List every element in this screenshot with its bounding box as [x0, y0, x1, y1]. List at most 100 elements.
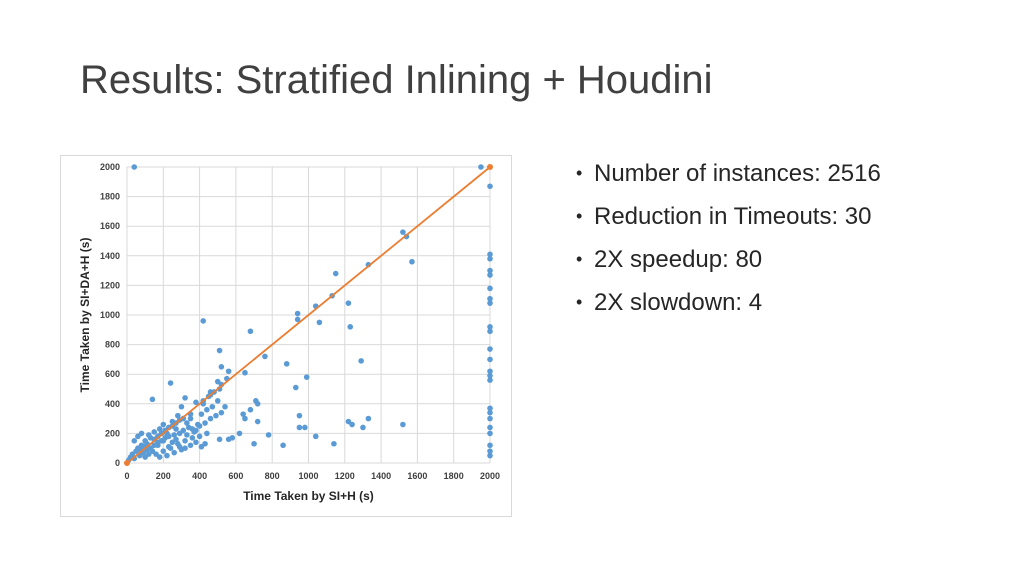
data-point: [316, 319, 323, 326]
results-bullet-list: • Number of instances: 2516 • Reduction in…: [576, 152, 881, 324]
data-point: [149, 396, 156, 403]
data-point: [167, 380, 174, 386]
data-point: [296, 412, 303, 419]
data-point: [196, 433, 203, 440]
x-tick-label: 400: [192, 471, 207, 481]
data-point: [251, 440, 257, 447]
data-point: [189, 435, 196, 441]
data-point: [142, 454, 148, 460]
data-point: [487, 409, 493, 416]
data-point: [487, 430, 493, 437]
data-point: [262, 353, 268, 360]
data-point: [175, 412, 181, 419]
data-point: [283, 361, 290, 367]
data-point: [202, 420, 208, 426]
data-point: [358, 358, 364, 364]
y-tick-label: 1800: [100, 192, 120, 202]
bullet-dot-icon: •: [576, 249, 583, 269]
scatter-chart: 0 200 400 600 800 1000 1200 1400 1600 1800 2000 0 20…: [60, 155, 512, 517]
data-point: [302, 424, 308, 431]
diagonal-line: [126, 166, 491, 464]
data-point: [180, 427, 187, 434]
data-point: [171, 432, 177, 438]
data-point: [193, 439, 199, 446]
data-point: [487, 356, 493, 363]
data-point: [487, 324, 493, 330]
data-point: [487, 300, 493, 306]
data-point: [409, 258, 415, 265]
data-point: [218, 409, 225, 416]
data-point: [487, 285, 493, 292]
data-point: [400, 229, 406, 235]
data-point: [349, 421, 355, 428]
data-point: [254, 418, 261, 425]
data-point: [478, 164, 484, 170]
data-point: [214, 398, 221, 404]
data-point: [155, 442, 161, 449]
bullet-item: • Number of instances: 2516: [576, 152, 881, 195]
data-point: [173, 436, 179, 443]
x-tick-label: 200: [156, 471, 171, 481]
data-point: [242, 415, 248, 422]
y-tick-label: 1600: [100, 221, 120, 231]
bullet-text: Reduction in Timeouts: 30: [594, 203, 872, 230]
data-point: [265, 432, 272, 438]
y-tick-label: 200: [105, 428, 120, 438]
data-point: [222, 403, 228, 410]
data-point: [182, 445, 188, 452]
data-point: [207, 415, 214, 422]
data-point: [216, 347, 223, 354]
data-point: [218, 364, 225, 370]
data-point: [236, 430, 243, 437]
y-tick-label: 1200: [100, 280, 120, 290]
data-point: [487, 295, 493, 302]
data-point: [487, 452, 493, 459]
y-tick-label: 0: [115, 458, 120, 468]
data-point: [225, 368, 232, 375]
data-point: [156, 454, 163, 460]
data-point: [182, 438, 188, 444]
data-point: [204, 406, 210, 413]
bullet-dot-icon: •: [576, 206, 583, 226]
data-point: [176, 443, 183, 450]
data-point: [487, 267, 493, 274]
data-point: [294, 316, 301, 323]
bullet-item: • 2X speedup: 80: [576, 238, 881, 281]
data-point: [487, 328, 493, 335]
data-point: [360, 424, 366, 431]
x-tick-label: 1200: [335, 471, 355, 481]
data-point: [303, 374, 310, 380]
x-tick-label: 2000: [480, 471, 500, 481]
data-point: [184, 420, 190, 426]
data-point: [487, 272, 493, 278]
data-point: [164, 452, 170, 459]
x-axis-title: Time Taken by SI+H (s): [243, 489, 374, 503]
bullet-dot-icon: •: [576, 292, 583, 312]
data-point: [294, 310, 301, 317]
data-point: [151, 429, 158, 435]
data-point: [280, 442, 286, 449]
x-tick-label: 1000: [298, 471, 318, 481]
bullet-item: • Reduction in Timeouts: 30: [576, 195, 881, 238]
data-point: [131, 164, 138, 170]
data-point: [365, 415, 372, 422]
data-point: [292, 384, 299, 391]
bullet-text: 2X speedup: 80: [594, 246, 763, 273]
data-point: [242, 369, 248, 376]
diagonal-endpoint: [124, 460, 130, 466]
y-tick-label: 1400: [100, 251, 120, 261]
x-tick-label: 1600: [407, 471, 427, 481]
data-point: [247, 406, 254, 413]
data-point: [171, 449, 177, 456]
data-point: [198, 443, 205, 450]
data-point: [196, 423, 203, 429]
data-point: [131, 438, 138, 444]
bullet-dot-icon: •: [576, 163, 583, 183]
scatter-chart-svg: 0 200 400 600 800 1000 1200 1400 1600 1800 2000 0 20…: [78, 162, 500, 503]
data-point: [240, 411, 246, 417]
data-point: [487, 377, 493, 383]
data-point: [187, 415, 194, 422]
x-tick-label: 1400: [371, 471, 391, 481]
x-tick-label: 1800: [444, 471, 464, 481]
data-point: [332, 270, 339, 277]
